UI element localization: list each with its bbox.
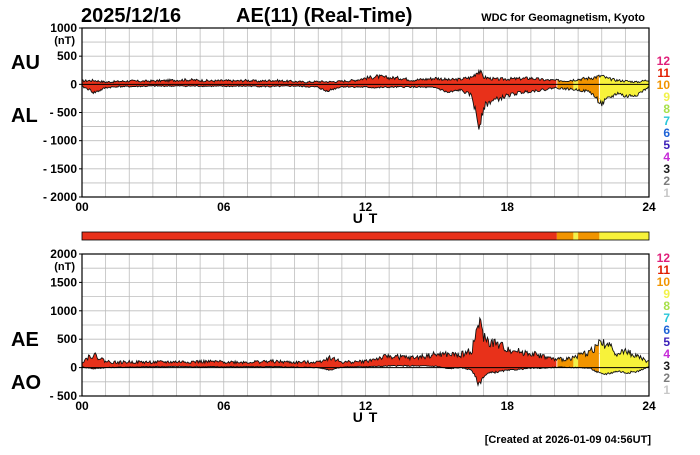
y-tick-label: - 500 bbox=[50, 389, 78, 403]
legend-level-label: 9 bbox=[663, 90, 670, 104]
y-tick-label: 0 bbox=[70, 361, 77, 375]
quality-bar-frame bbox=[81, 231, 650, 241]
y-unit-label: (nT) bbox=[54, 35, 75, 47]
legend-level-label: 12 bbox=[657, 251, 671, 265]
legend-level-label: 11 bbox=[657, 66, 670, 80]
quality-segment bbox=[578, 232, 600, 240]
legend-level-label: 8 bbox=[663, 102, 670, 116]
legend-level-label: 3 bbox=[663, 359, 670, 373]
x-axis-label: U T bbox=[353, 409, 379, 425]
legend-level-label: 7 bbox=[663, 114, 670, 128]
quality-segment bbox=[599, 232, 649, 240]
series-fill-segment bbox=[578, 75, 599, 103]
legend-level-label: 11 bbox=[657, 263, 670, 277]
quality-segment bbox=[573, 232, 579, 240]
x-axis-label: U T bbox=[353, 210, 379, 226]
series-fill-segment bbox=[599, 75, 649, 107]
quality-segment bbox=[556, 232, 574, 240]
y-tick-label: 2000 bbox=[50, 247, 77, 261]
legend-level-label: 1 bbox=[663, 383, 670, 397]
au-al-panel: 1000 500 0 - 500 - 1000 - 1500 - 2000 (nT) 00 06 1… bbox=[11, 21, 656, 226]
series-line-au bbox=[81, 68, 650, 84]
x-tick-label: 18 bbox=[501, 200, 515, 214]
y-tick-label: 1000 bbox=[50, 21, 77, 35]
y-tick-label: 1000 bbox=[50, 304, 77, 318]
plot-frame bbox=[81, 253, 650, 397]
side-label-ao: AO bbox=[11, 372, 41, 394]
y-unit-label: (nT) bbox=[54, 261, 75, 273]
series-fill-segment bbox=[578, 339, 599, 373]
legend-level-label: 6 bbox=[663, 126, 670, 140]
x-tick-label: 00 bbox=[75, 399, 89, 413]
date-heading: 2025/12/16 bbox=[81, 5, 181, 27]
y-tick-label: 0 bbox=[70, 77, 77, 91]
side-label-au: AU bbox=[11, 52, 40, 74]
series-line-al bbox=[81, 84, 650, 130]
series-line-ae bbox=[81, 316, 649, 366]
y-tick-label: 1500 bbox=[50, 275, 77, 289]
legend-level-label: 4 bbox=[663, 347, 670, 361]
ae-ao-panel: 2000 1500 1000 500 0 - 500 (nT) 00 06 12 18 24 U T AE… bbox=[11, 247, 656, 425]
chart-title: AE(11) (Real-Time) bbox=[236, 5, 412, 27]
legend-level-label: 1 bbox=[663, 186, 670, 200]
legend-level-label: 2 bbox=[663, 174, 670, 188]
side-label-ae: AE bbox=[11, 329, 39, 351]
data-quality-bar bbox=[81, 231, 650, 241]
side-label-al: AL bbox=[11, 105, 38, 127]
created-timestamp: [Created at 2026-01-09 04:56UT] bbox=[485, 434, 652, 446]
legend-level-label: 12 bbox=[657, 54, 671, 68]
legend-level-label: 9 bbox=[663, 287, 670, 301]
x-tick-label: 06 bbox=[217, 399, 231, 413]
series-fill-segment bbox=[82, 70, 557, 130]
series-fill-segment bbox=[573, 353, 579, 368]
x-tick-label: 12 bbox=[359, 399, 373, 413]
x-tick-label: 24 bbox=[642, 399, 656, 413]
y-tick-label: - 2000 bbox=[43, 190, 77, 204]
legend-level-label: 2 bbox=[663, 371, 670, 385]
x-tick-label: 18 bbox=[501, 399, 515, 413]
legend-level-label: 3 bbox=[663, 162, 670, 176]
legend-level-label: 10 bbox=[657, 78, 671, 92]
legend-level-label: 5 bbox=[663, 138, 670, 152]
quality-segment bbox=[82, 232, 557, 240]
source-label: WDC for Geomagnetism, Kyoto bbox=[481, 12, 645, 24]
x-tick-label: 24 bbox=[642, 200, 656, 214]
legend-level-label: 10 bbox=[657, 275, 671, 289]
y-tick-label: - 500 bbox=[50, 106, 78, 120]
y-tick-label: 500 bbox=[57, 49, 77, 63]
x-tick-label: 12 bbox=[359, 200, 373, 214]
legend-level-label: 6 bbox=[663, 323, 670, 337]
y-tick-label: - 1500 bbox=[43, 162, 77, 176]
x-tick-label: 06 bbox=[217, 200, 231, 214]
legend-level-label: 8 bbox=[663, 299, 670, 313]
y-tick-label: - 1000 bbox=[43, 134, 77, 148]
x-tick-label: 00 bbox=[75, 200, 89, 214]
legend-level-label: 4 bbox=[663, 150, 670, 164]
series-fill-segment bbox=[573, 79, 579, 91]
y-tick-label: 500 bbox=[57, 332, 77, 346]
legend-level-label: 5 bbox=[663, 335, 670, 349]
legend-level-label: 7 bbox=[663, 311, 670, 325]
